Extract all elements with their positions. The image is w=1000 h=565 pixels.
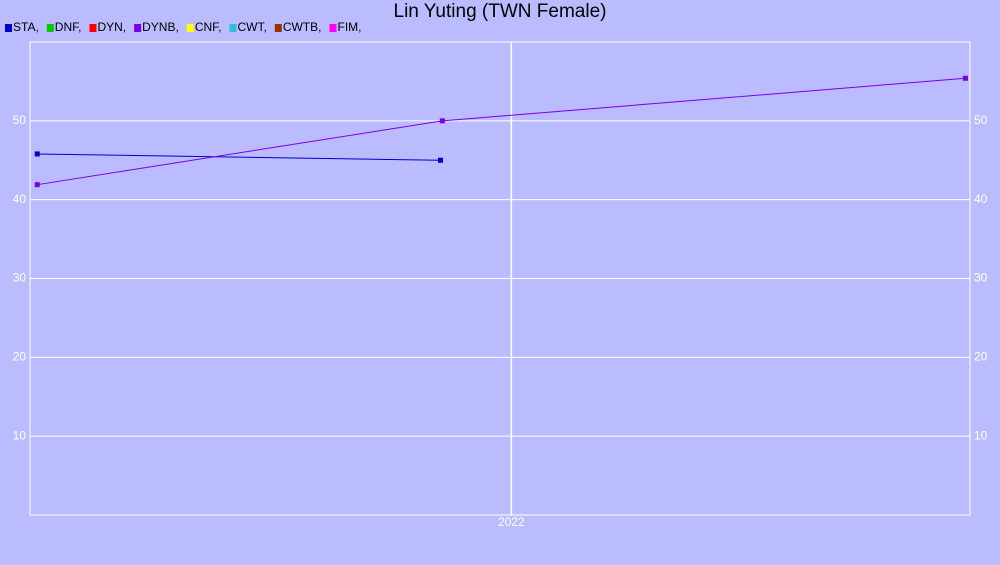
y-tick-label: 40 — [13, 192, 27, 206]
x-tick-label: 2022 — [498, 515, 525, 529]
legend-swatch — [329, 24, 337, 32]
data-point — [34, 182, 40, 188]
data-point — [438, 157, 444, 163]
y-tick-label: 10 — [13, 428, 27, 442]
legend-swatch — [89, 24, 97, 32]
legend-label: CWTB, — [283, 20, 322, 34]
legend-label: DYN, — [97, 20, 126, 34]
legend-swatch — [229, 24, 237, 32]
legend-swatch — [134, 24, 142, 32]
series-line — [37, 153, 441, 161]
y-tick-label: 50 — [13, 113, 27, 127]
legend-label: FIM, — [337, 20, 361, 34]
legend-label: CNF, — [195, 20, 222, 34]
y-tick-label: 30 — [13, 271, 27, 285]
legend-swatch — [5, 24, 12, 32]
data-point — [34, 151, 40, 157]
legend-label: DYNB, — [142, 20, 179, 34]
y2-tick-label: 30 — [974, 271, 988, 285]
legend-swatch — [274, 24, 282, 32]
y2-tick-label: 20 — [974, 350, 988, 364]
legend-label: DNF, — [55, 20, 82, 34]
legend-swatch — [186, 24, 194, 32]
legend-label: STA, — [13, 20, 39, 34]
data-point — [439, 118, 445, 124]
data-point — [962, 75, 968, 81]
legend-label: CWT, — [237, 20, 266, 34]
y2-tick-label: 50 — [974, 113, 988, 127]
y2-tick-label: 40 — [974, 192, 988, 206]
chart-title: Lin Yuting (TWN Female) — [394, 1, 607, 22]
y-tick-label: 20 — [13, 350, 27, 364]
y2-tick-label: 10 — [974, 428, 988, 442]
legend-swatch — [46, 24, 54, 32]
